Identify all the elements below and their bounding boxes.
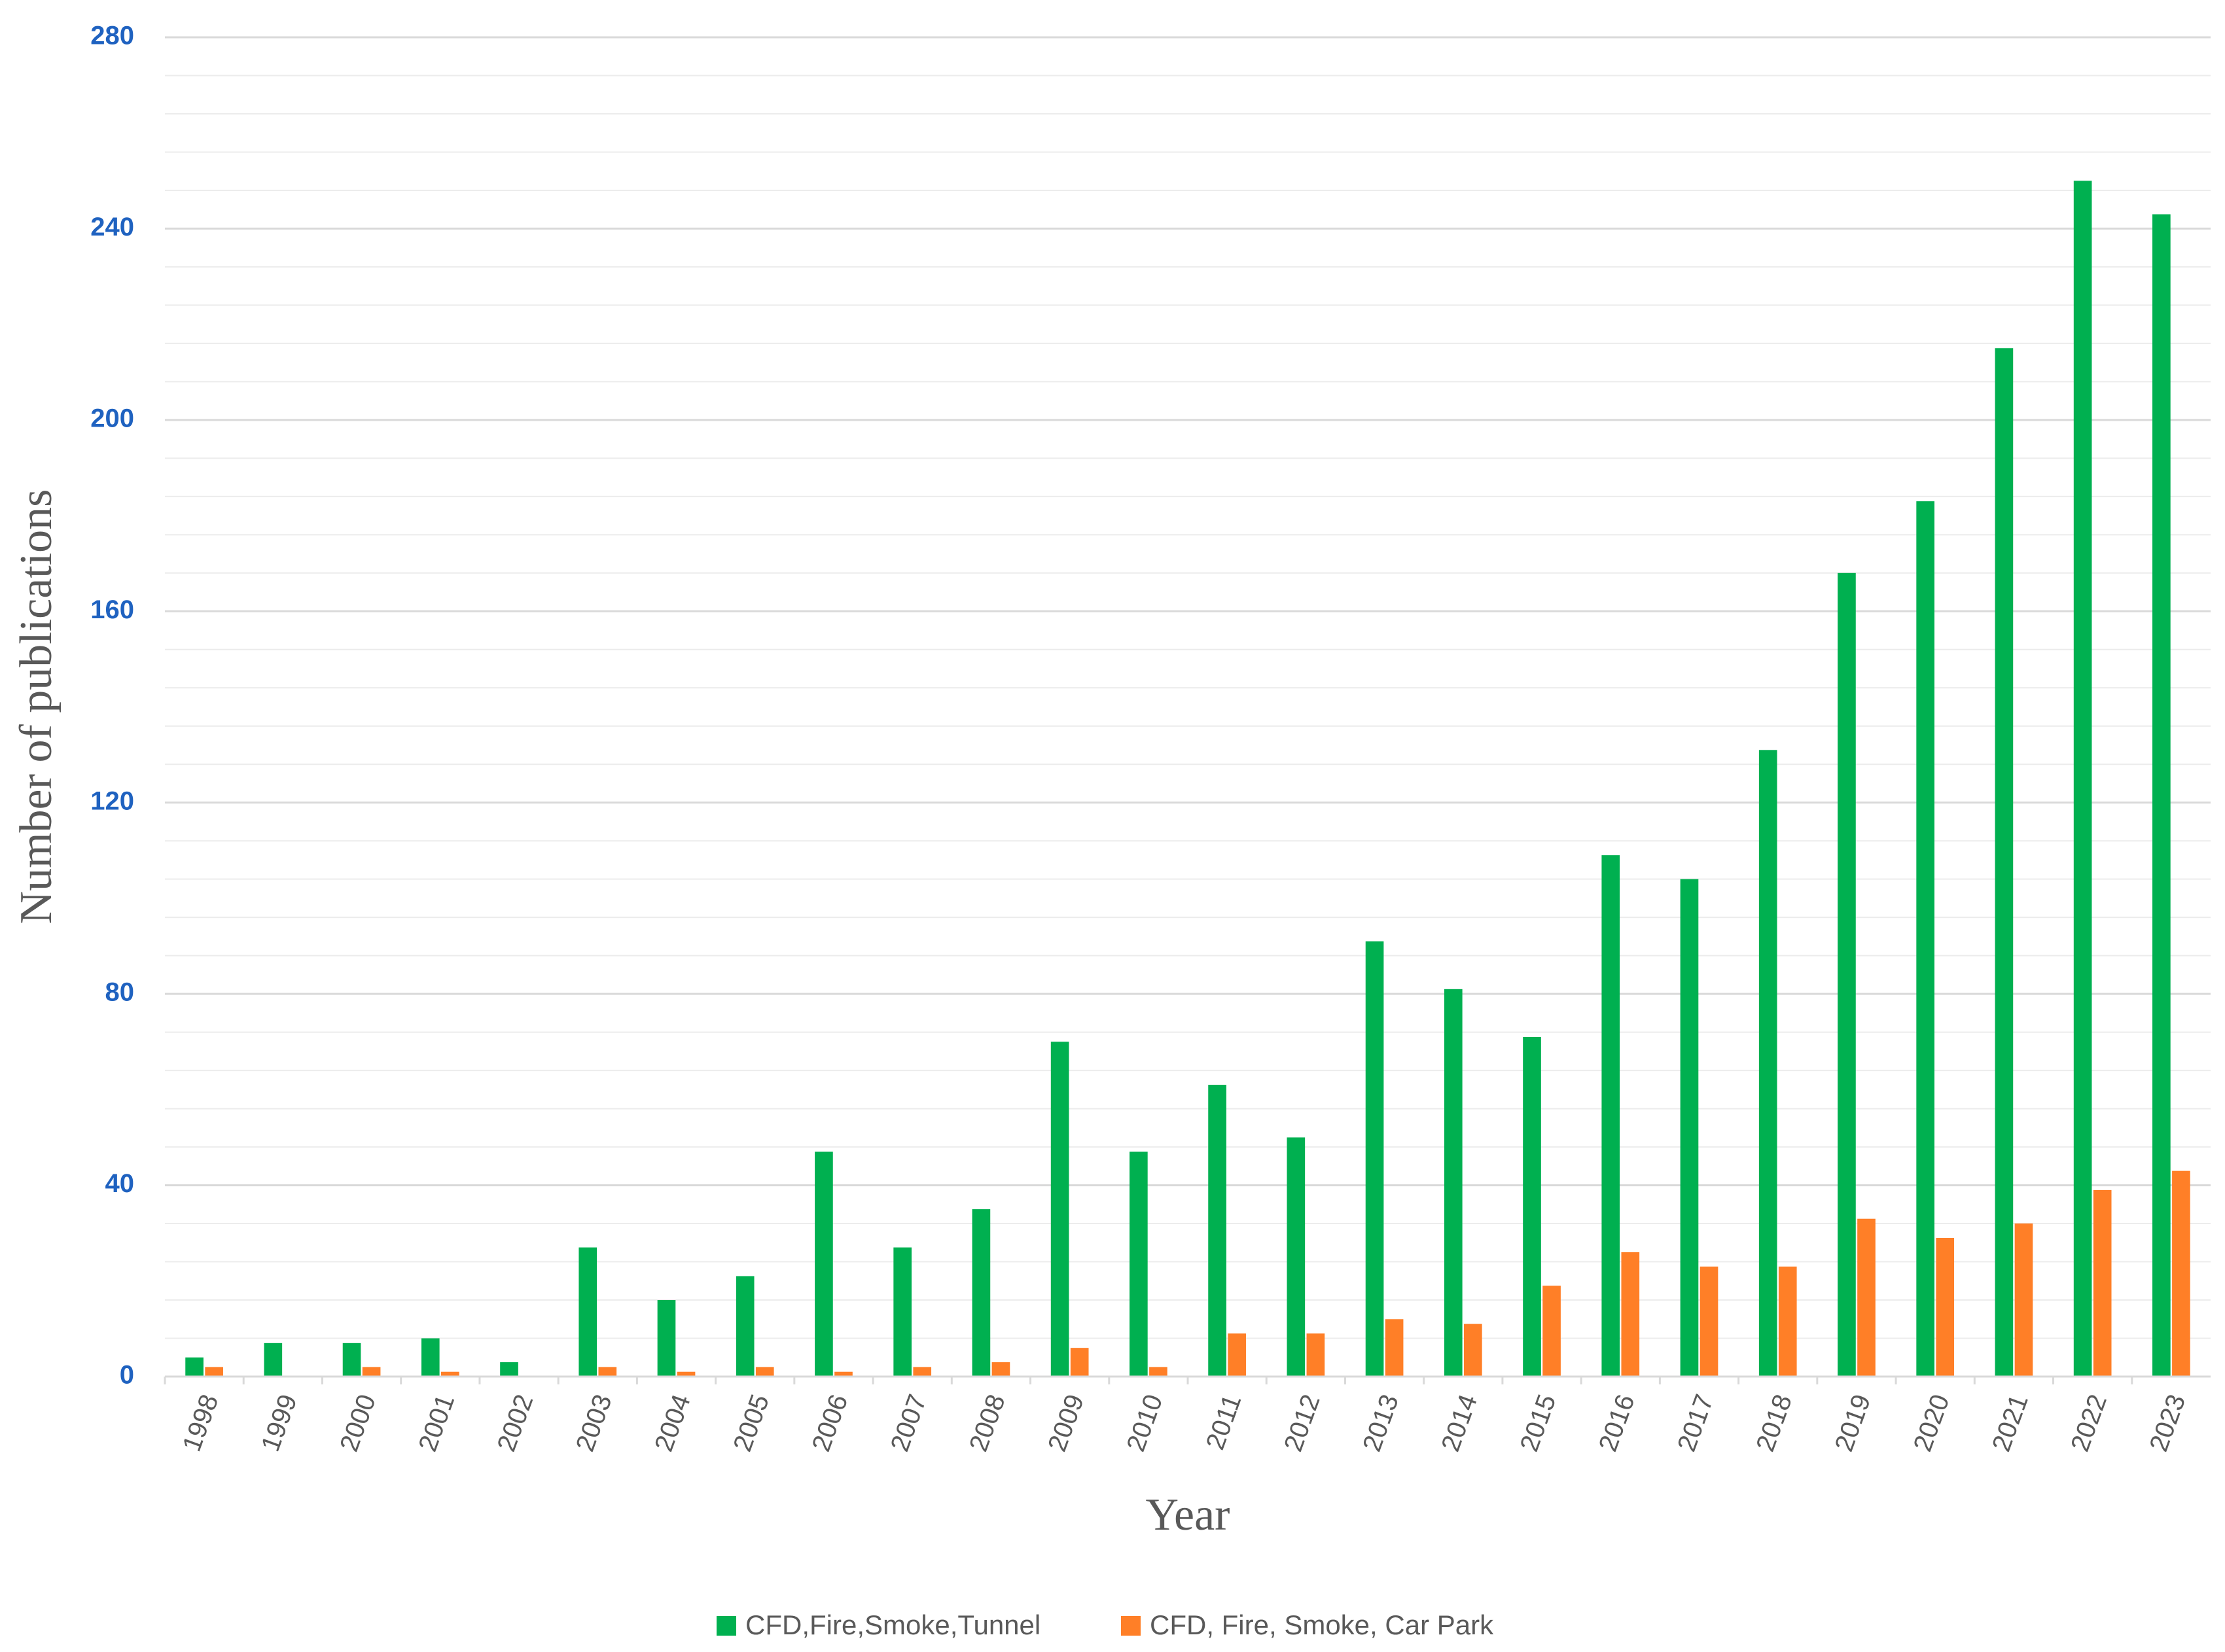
bar	[264, 1343, 283, 1377]
bar	[736, 1276, 755, 1377]
bar	[578, 1247, 597, 1377]
x-tick-label: 2022	[2065, 1391, 2112, 1456]
bar	[2073, 181, 2092, 1377]
bar	[185, 1357, 204, 1377]
bar	[1916, 501, 1934, 1377]
legend-swatch	[717, 1616, 736, 1636]
x-tick-label: 2020	[1908, 1391, 1955, 1456]
bar	[1149, 1367, 1167, 1377]
x-tick-label: 2012	[1279, 1391, 1326, 1456]
y-tick-label: 200	[90, 404, 134, 432]
bar	[1523, 1036, 1541, 1377]
y-tick-label: 280	[90, 22, 134, 50]
bar	[834, 1371, 853, 1377]
bar	[1287, 1137, 1306, 1377]
bar	[677, 1371, 696, 1377]
x-tick-label: 2005	[728, 1391, 775, 1456]
bar	[1857, 1218, 1876, 1377]
x-tick-label: 2000	[334, 1391, 382, 1456]
bar	[1050, 1042, 1069, 1377]
bar	[1601, 855, 1620, 1377]
bar	[441, 1371, 459, 1377]
x-tick-label: 2017	[1672, 1391, 1719, 1456]
y-tick-label: 160	[90, 595, 134, 624]
x-tick-label: 1998	[177, 1391, 224, 1456]
legend-label: CFD, Fire, Smoke, Car Park	[1150, 1609, 1494, 1640]
bar	[1208, 1085, 1226, 1377]
y-tick-label: 80	[105, 978, 135, 1007]
legend-swatch	[1121, 1616, 1141, 1636]
bar	[2093, 1189, 2112, 1377]
x-tick-label: 2021	[1987, 1391, 2034, 1456]
y-tick-label: 40	[105, 1169, 135, 1198]
bar	[1700, 1266, 1718, 1377]
bar	[421, 1338, 440, 1377]
bar	[755, 1367, 774, 1377]
y-tick-label: 0	[120, 1361, 134, 1390]
bar	[598, 1367, 617, 1377]
x-tick-label: 2002	[492, 1391, 539, 1456]
x-tick-label: 1999	[256, 1391, 303, 1456]
bar	[657, 1300, 676, 1377]
x-tick-label: 2009	[1042, 1391, 1090, 1456]
bar	[500, 1362, 518, 1377]
bar	[205, 1367, 223, 1377]
x-tick-label: 2023	[2144, 1391, 2191, 1456]
x-tick-label: 2016	[1593, 1391, 1641, 1456]
x-tick-label: 2006	[807, 1391, 854, 1456]
x-tick-label: 2004	[649, 1391, 696, 1456]
y-tick-label: 120	[90, 786, 134, 815]
bar	[1306, 1333, 1325, 1377]
bar	[1228, 1333, 1246, 1377]
bar	[913, 1367, 932, 1377]
x-tick-label: 2008	[964, 1391, 1011, 1456]
bar	[1444, 989, 1463, 1377]
bar	[2014, 1223, 2033, 1377]
bar	[1680, 879, 1699, 1377]
x-tick-label: 2018	[1751, 1391, 1798, 1456]
bar	[1070, 1348, 1089, 1377]
x-tick-label: 2001	[413, 1391, 460, 1456]
bar	[1464, 1324, 1482, 1377]
x-tick-label: 2003	[571, 1391, 618, 1456]
x-tick-label: 2013	[1357, 1391, 1404, 1456]
bar	[342, 1343, 361, 1377]
bar	[2152, 214, 2171, 1377]
bar	[1542, 1286, 1561, 1377]
x-tick-label: 2011	[1201, 1391, 1247, 1454]
bar	[815, 1151, 833, 1377]
x-tick-label: 2015	[1515, 1391, 1562, 1456]
bar	[893, 1247, 912, 1377]
bar	[972, 1209, 991, 1377]
x-tick-label: 2010	[1121, 1391, 1168, 1456]
x-axis-title: Year	[1146, 1490, 1230, 1540]
y-axis-title: Number of publications	[11, 489, 62, 924]
x-tick-label: 2019	[1830, 1391, 1877, 1456]
bar	[1995, 348, 2014, 1377]
bar	[1838, 572, 1856, 1377]
x-tick-label: 2007	[885, 1391, 933, 1456]
bar	[1778, 1266, 1797, 1377]
legend-label: CFD,Fire,Smoke,Tunnel	[745, 1609, 1041, 1640]
bar	[362, 1367, 381, 1377]
x-tick-label: 2014	[1436, 1391, 1483, 1456]
bar	[1385, 1319, 1404, 1377]
bar	[1621, 1252, 1640, 1377]
bar	[1130, 1151, 1148, 1377]
bar	[2172, 1170, 2190, 1377]
bar	[1365, 941, 1384, 1377]
bar	[1936, 1237, 1955, 1377]
bar	[1758, 750, 1777, 1377]
bar	[991, 1362, 1010, 1377]
y-tick-label: 240	[90, 213, 134, 241]
